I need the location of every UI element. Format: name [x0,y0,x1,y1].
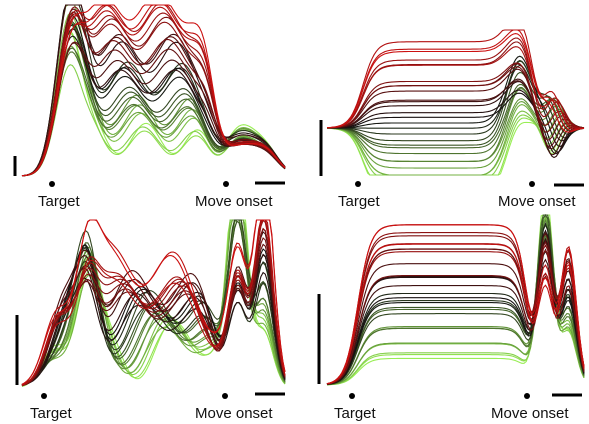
trace-line [327,37,584,129]
trace-line [326,88,585,163]
move-onset-label: Move onset [498,193,576,210]
trace-line [21,11,286,177]
move-onset-marker [222,393,228,399]
trace-line [327,55,585,147]
trace-line [326,243,585,385]
trace-line [326,213,585,385]
trace-line [326,224,585,385]
trace-line [326,214,585,385]
panel-bottom-right: Target Move onset [317,213,585,422]
trace-line [326,232,585,385]
trace-line [21,219,286,385]
panel-top-right: Target Move onset [319,29,585,210]
trace-line [21,219,286,386]
trace-line [21,219,286,386]
target-label: Target [30,405,73,422]
trace-line [326,46,585,129]
trace-line [21,14,286,177]
trace-line [326,60,585,142]
trace-line [21,45,286,177]
trace-line [21,4,286,177]
traces-top-right [326,29,585,176]
move-onset-marker [529,181,535,187]
trace-line [327,62,585,129]
trace-line [21,12,286,177]
trace-line [21,4,286,177]
trace-line [326,222,585,385]
move-onset-marker [223,181,229,187]
trace-line [21,64,286,177]
target-label: Target [334,405,377,422]
trace-line [327,71,585,146]
trace-line [326,68,585,148]
target-marker [41,393,47,399]
trace-line [326,214,585,386]
trace-line [326,92,585,153]
trace-line [21,4,286,177]
trace-line [21,6,286,177]
move-onset-label: Move onset [195,193,273,210]
move-onset-label: Move onset [195,405,273,422]
trace-line [21,219,286,386]
move-onset-label: Move onset [491,405,569,422]
trace-line [326,33,585,133]
target-marker [49,181,55,187]
move-onset-marker [524,393,530,399]
trace-line [21,219,286,386]
traces-bottom-right [326,213,585,386]
trace-line [21,219,286,386]
trace-line [326,214,585,386]
target-label: Target [338,193,381,210]
target-marker [349,393,355,399]
trace-line [327,66,585,133]
target-marker [355,181,361,187]
trace-line [21,23,286,177]
panel-bottom-left: Target Move onset [15,219,286,422]
trace-line [326,29,585,131]
target-label: Target [38,193,81,210]
trace-line [326,258,585,385]
panel-top-left: Target Move onset [13,4,286,210]
traces-bottom-left [21,219,286,387]
trace-line [326,29,585,130]
traces-top-left [21,4,286,177]
trace-line [21,219,286,386]
trace-line [326,235,585,385]
trace-line [21,12,286,177]
